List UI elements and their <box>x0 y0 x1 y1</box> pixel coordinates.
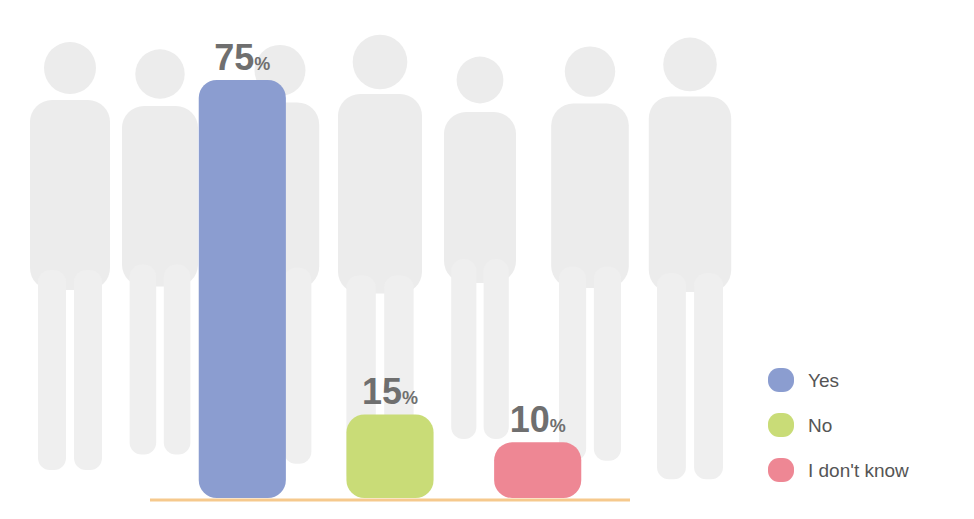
bar <box>199 80 286 498</box>
legend-label: Yes <box>808 370 839 391</box>
silhouette-leg <box>130 265 157 455</box>
silhouette-body <box>338 94 422 294</box>
baseline <box>150 499 630 502</box>
data-label: 75% <box>214 37 270 78</box>
silhouette <box>122 49 198 454</box>
silhouette-head <box>353 35 408 90</box>
silhouette-head <box>663 38 717 92</box>
silhouette <box>649 38 731 480</box>
silhouette-head <box>44 42 96 94</box>
silhouette <box>551 46 629 460</box>
silhouette-body <box>551 104 629 288</box>
silhouette-body <box>30 100 110 290</box>
data-label: 10% <box>510 399 566 440</box>
silhouette-leg <box>164 265 191 455</box>
legend-swatch <box>768 413 794 437</box>
silhouette-leg <box>484 259 509 439</box>
silhouette-body <box>649 96 731 292</box>
bar <box>494 442 581 498</box>
silhouette-leg <box>74 270 102 470</box>
silhouette-leg <box>451 259 476 439</box>
silhouette-leg <box>657 273 686 479</box>
legend-label: No <box>808 415 832 436</box>
bar <box>346 414 433 498</box>
silhouette-head <box>135 49 184 98</box>
silhouette <box>30 42 110 470</box>
data-labels: 75% 15% 10% <box>214 37 565 440</box>
silhouette-leg <box>284 268 311 464</box>
silhouette-body <box>122 106 198 287</box>
silhouette-head <box>565 46 615 96</box>
silhouette-head <box>457 57 504 104</box>
silhouette-leg <box>38 270 66 470</box>
chart: 75% 15% 10% Yes No I don't know <box>0 0 974 519</box>
silhouette <box>444 57 516 439</box>
silhouette-body <box>444 112 516 283</box>
legend-swatch <box>768 368 794 392</box>
legend: Yes No I don't know <box>768 368 909 482</box>
legend-swatch <box>768 458 794 482</box>
bars <box>199 80 582 498</box>
silhouette-leg <box>594 267 621 461</box>
silhouette-leg <box>694 273 723 479</box>
data-label: 15% <box>362 371 418 412</box>
legend-label: I don't know <box>808 460 909 481</box>
